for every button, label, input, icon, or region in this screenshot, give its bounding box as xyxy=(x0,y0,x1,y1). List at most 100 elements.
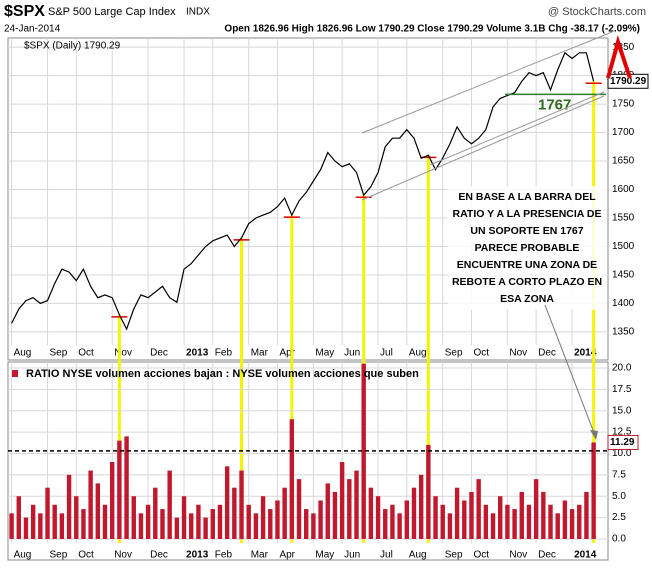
x-tick-label: 2014 xyxy=(574,550,597,561)
date: 24-Jan-2014 xyxy=(4,24,61,35)
bar xyxy=(145,504,151,539)
bar xyxy=(282,487,287,539)
x-tick-label: Oct xyxy=(473,348,489,359)
x-tick-label: Nov xyxy=(114,550,132,561)
channel-line xyxy=(429,91,605,166)
bar xyxy=(232,487,237,539)
quote: Open 1826.96 High 1826.96 Low 1790.29 Cl… xyxy=(224,24,640,35)
y-tick-label: 10.0 xyxy=(612,448,632,459)
x-tick-label: Dec xyxy=(538,348,556,359)
bar xyxy=(296,479,302,539)
source: @ StockCharts.com xyxy=(548,6,646,18)
bar xyxy=(361,363,366,539)
bar xyxy=(181,496,187,539)
bar xyxy=(318,500,323,539)
bar xyxy=(253,513,259,539)
bar xyxy=(210,509,215,539)
y-tick-label: 1650 xyxy=(612,156,635,167)
x-tick-label: Jun xyxy=(344,348,360,359)
bar xyxy=(217,504,223,539)
ratio-frame xyxy=(7,361,609,561)
bar xyxy=(569,509,575,539)
note-line: EN BASE A LA BARRA DEL xyxy=(458,191,596,203)
bar xyxy=(476,479,481,539)
note-line: ESA ZONA xyxy=(500,293,554,305)
bar xyxy=(160,509,165,539)
bar xyxy=(383,509,388,539)
y-tick-label: 17.5 xyxy=(612,384,632,395)
y-tick-label: 1500 xyxy=(612,241,635,252)
symbol: $SPX xyxy=(4,3,45,20)
x-tick-label: Apr xyxy=(279,550,295,561)
price-line xyxy=(11,51,595,331)
bar xyxy=(375,496,381,539)
bar xyxy=(526,504,532,539)
x-tick-label: Oct xyxy=(78,348,94,359)
price-frame xyxy=(7,37,609,361)
channel-line xyxy=(361,95,605,201)
note-line: PARECE PROBABLE xyxy=(475,242,580,254)
note-line: RATIO Y A LA PRESENCIA DE xyxy=(453,208,602,220)
bar xyxy=(153,487,158,539)
bar xyxy=(483,504,489,539)
x-tick-label: 2014 xyxy=(574,348,597,359)
y-tick-label: 1850 xyxy=(612,42,635,53)
x-tick-label: Oct xyxy=(473,550,489,561)
x-tick-label: Aug xyxy=(409,348,427,359)
bar xyxy=(390,504,395,539)
plots: Aug Sep Oct Nov Dec 2013 Feb Mar Apr May Jun Jul Aug… xyxy=(8,38,649,561)
x-tick-label: Feb xyxy=(215,348,233,359)
bar xyxy=(224,466,230,539)
x-tick-label: Aug xyxy=(14,550,32,561)
y-tick-label: 20.0 xyxy=(612,363,632,374)
x-tick-label: Mar xyxy=(251,550,269,561)
bar xyxy=(562,500,568,539)
note-bg xyxy=(448,186,606,310)
bar xyxy=(347,479,352,539)
bar xyxy=(74,496,79,539)
x-tick-label: Sep xyxy=(445,348,463,359)
x-tick-label: Aug xyxy=(14,348,32,359)
bar xyxy=(239,470,244,539)
last-label: 11.29 xyxy=(610,437,635,448)
bar xyxy=(533,479,539,539)
bar xyxy=(9,513,14,539)
y-tick-label: 1550 xyxy=(612,213,635,224)
x-tick-label: 2013 xyxy=(186,348,209,359)
exchange: INDX xyxy=(186,7,210,18)
note-line: UN SOPORTE EN 1767 xyxy=(470,225,583,237)
bar xyxy=(304,509,309,539)
bar xyxy=(189,513,194,539)
y-tick-label: 1700 xyxy=(612,127,635,138)
bar xyxy=(548,504,553,539)
bar xyxy=(469,491,474,539)
bar xyxy=(541,491,546,539)
bar xyxy=(512,509,517,539)
index-name: S&P 500 Large Cap Index xyxy=(48,6,176,18)
y-tick-label: 1750 xyxy=(612,99,635,110)
bar xyxy=(368,487,374,539)
x-tick-label: Dec xyxy=(538,550,556,561)
last-label: 1790.29 xyxy=(610,76,647,87)
legend: $SPX (Daily) 1790.29 xyxy=(24,41,121,52)
bar xyxy=(38,513,43,539)
bar xyxy=(555,513,560,539)
bar xyxy=(131,496,136,539)
x-tick-label: Dec xyxy=(150,348,168,359)
bar xyxy=(102,504,108,539)
bar xyxy=(490,513,496,539)
bar xyxy=(174,517,180,539)
x-tick-label: Jul xyxy=(380,348,393,359)
bar xyxy=(418,474,424,539)
bar xyxy=(30,504,36,539)
x-tick-label: Feb xyxy=(215,550,233,561)
bar xyxy=(246,504,251,539)
bar xyxy=(584,491,589,539)
bar xyxy=(332,491,338,539)
bar xyxy=(203,517,208,539)
y-tick-label: 1400 xyxy=(612,298,635,309)
bar xyxy=(505,504,510,539)
bar xyxy=(16,496,21,539)
bar xyxy=(268,509,273,539)
last-box xyxy=(607,434,639,450)
